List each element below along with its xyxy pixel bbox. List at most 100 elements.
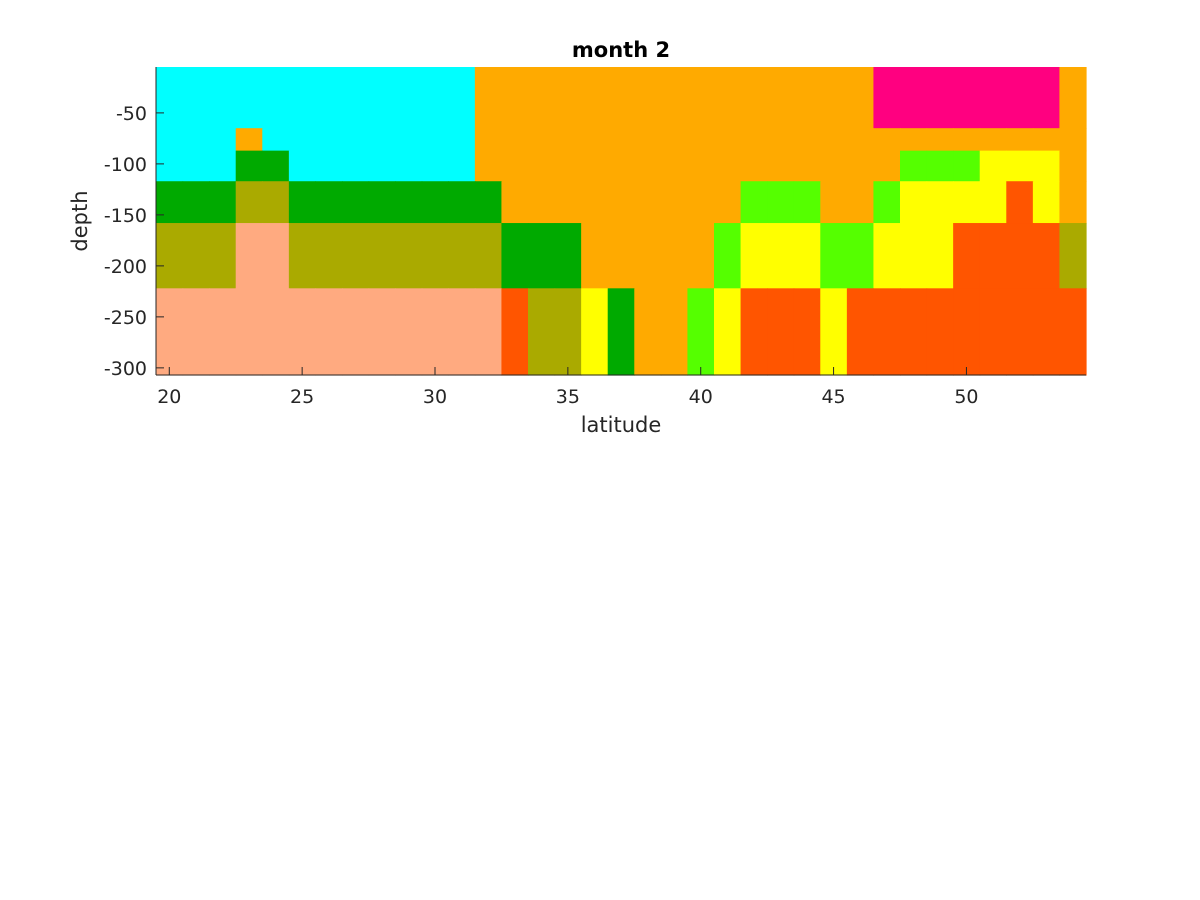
heatmap-cell [660,288,689,376]
heatmap-cell [926,128,954,152]
heatmap-cell [448,288,476,376]
heatmap-cell [926,150,954,182]
heatmap-cell [262,181,290,224]
heatmap-cell [448,67,476,129]
heatmap-cell [607,150,635,182]
heatmap-cell [235,128,263,152]
y-tick-label: -250 [104,307,147,329]
heatmap-cell [714,181,742,224]
x-tick-label: 25 [290,386,314,408]
heatmap-cell [501,67,529,129]
heatmap-cell [767,288,795,376]
heatmap-cell [634,128,662,152]
heatmap-cell [953,150,981,182]
heatmap-cell [315,288,343,376]
heatmap-cell [846,67,875,129]
heatmap-cell [448,150,476,182]
heatmap-cell [634,67,662,129]
heatmap-cell [1006,181,1034,224]
heatmap-cell [288,67,317,129]
heatmap-cell [846,150,875,182]
heatmap-cell [368,223,396,289]
heatmap-cell [262,223,290,289]
heatmap-cell [767,181,795,224]
heatmap-cell [873,288,901,376]
heatmap-cell [900,288,928,376]
heatmap-cell [953,67,981,129]
heatmap-cell [288,288,317,376]
heatmap-cell [368,150,396,182]
heatmap-cell [342,67,370,129]
heatmap-cell [979,67,1007,129]
heatmap-cell [1059,128,1087,152]
heatmap-cell [182,181,210,224]
y-tick-label: -150 [104,205,147,227]
heatmap-cell [660,67,689,129]
heatmap-cell [368,128,396,152]
heatmap-cell [607,67,635,129]
heatmap-cell [368,288,396,376]
heatmap-cell [873,150,901,182]
heatmap-cell [687,67,715,129]
heatmap-cell [846,181,875,224]
heatmap-cell [421,223,449,289]
heatmap-cell [342,288,370,376]
heatmap-cell [873,181,901,224]
heatmap-cell [209,181,237,224]
heatmap-cell [421,288,449,376]
heatmap-cell [926,288,954,376]
heatmap-cell [687,128,715,152]
heatmap-cell [900,223,928,289]
heatmap-cell [528,223,556,289]
heatmap-cell [687,181,715,224]
x-tick-label: 40 [689,386,713,408]
heatmap-cell [528,67,556,129]
heatmap-cell [182,67,210,129]
heatmap-cell [501,223,529,289]
heatmap-cell [235,288,263,376]
y-tick-label: -200 [104,256,147,278]
heatmap-cell [474,150,503,182]
heatmap-cell [687,288,715,376]
heatmap-cell [660,150,689,182]
heatmap-cell [395,150,423,182]
heatmap-cell [607,288,635,376]
heatmap-cell [1032,67,1061,129]
heatmap-cell [501,288,529,376]
heatmap-cell [235,67,263,129]
heatmap-cell [714,223,742,289]
heatmap-cell [846,128,875,152]
heatmap-cell [1006,128,1034,152]
heatmap-cell [315,128,343,152]
heatmap-cell [820,67,848,129]
heatmap-cell [395,181,423,224]
heatmap-cell [554,223,582,289]
heatmap-cell [395,288,423,376]
heatmap-cell [235,181,263,224]
heatmap-cell [714,67,742,129]
heatmap-cell [1059,67,1087,129]
heatmap-cell [634,288,662,376]
heatmap-cell [235,223,263,289]
heatmap-cell [979,128,1007,152]
heatmap-cell [634,223,662,289]
heatmap-cell [1059,223,1087,289]
chart-title: month 2 [572,38,670,62]
heatmap-cell [953,288,981,376]
heatmap-cell [1059,288,1087,376]
heatmap-cell [607,181,635,224]
x-tick-label: 20 [157,386,181,408]
heatmap-cell [979,181,1007,224]
heatmap-cell [1032,128,1061,152]
heatmap-cell [820,128,848,152]
heatmap-cell [581,150,609,182]
heatmap-cell [1032,181,1061,224]
heatmap-cell [554,67,582,129]
heatmap-cell [156,128,184,152]
heatmap-cell [288,181,317,224]
heatmap-cell [1006,288,1034,376]
heatmap-cell [182,288,210,376]
heatmap-cell [182,223,210,289]
heatmap-cell [740,181,768,224]
heatmap-cell [288,150,317,182]
